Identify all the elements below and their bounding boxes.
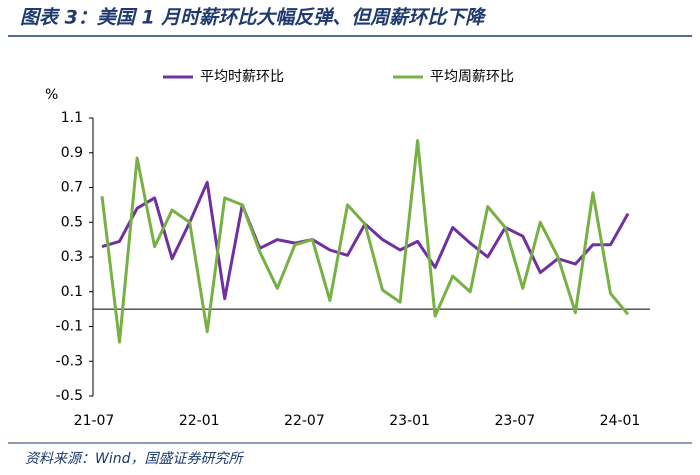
x-tick-label: 22-01 bbox=[179, 413, 220, 429]
y-tick-label: 0.9 bbox=[61, 145, 83, 161]
y-axis-label: % bbox=[45, 87, 58, 103]
y-tick-label: -0.1 bbox=[56, 319, 83, 335]
legend-label: 平均周薪环比 bbox=[430, 69, 514, 85]
y-tick-label: 1.1 bbox=[61, 110, 83, 126]
y-tick-label: 0.3 bbox=[61, 249, 83, 265]
y-tick-label: -0.3 bbox=[56, 353, 83, 369]
series-line bbox=[100, 139, 630, 344]
x-tick-label: 23-07 bbox=[494, 413, 535, 429]
x-tick-label: 21-07 bbox=[74, 413, 115, 429]
source-note: 资料来源：Wind，国盛证券研究所 bbox=[25, 451, 244, 467]
y-tick-label: 0.7 bbox=[61, 180, 83, 196]
y-tick-label: 0.1 bbox=[61, 284, 83, 300]
y-tick-label: -0.5 bbox=[56, 388, 83, 404]
legend-label: 平均时薪环比 bbox=[200, 69, 284, 85]
x-tick-label: 23-01 bbox=[389, 413, 430, 429]
y-tick-label: 0.5 bbox=[61, 214, 83, 230]
chart-title: 图表 3：美国 1 月时薪环比大幅反弹、但周薪环比下降 bbox=[20, 7, 487, 29]
x-tick-label: 22-07 bbox=[284, 413, 325, 429]
x-tick-label: 24-01 bbox=[600, 413, 641, 429]
